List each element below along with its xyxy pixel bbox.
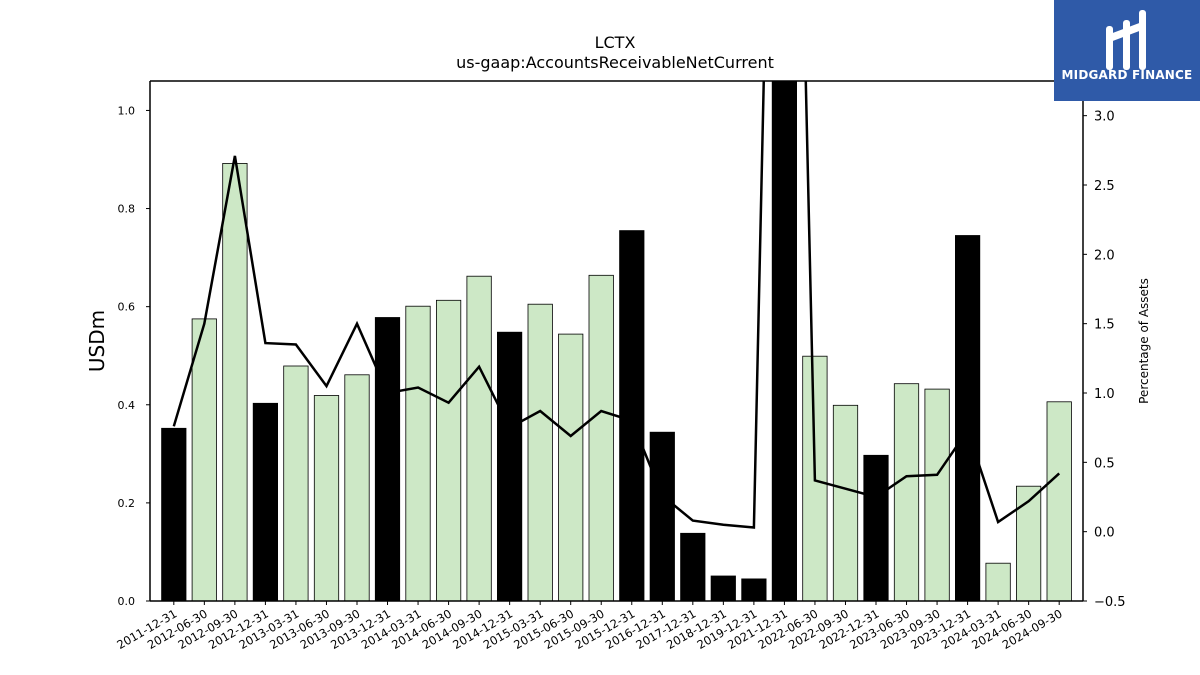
- y-tick-label: 1.0: [118, 104, 136, 117]
- y-tick-label: 0.6: [118, 301, 136, 314]
- bar-2021-12-31: [771, 81, 798, 601]
- percentage-of-assets-line: [172, 81, 1061, 529]
- chart-subtitle: us-gaap:AccountsReceivableNetCurrent: [456, 53, 774, 72]
- y2-tick-label: 2.5: [1094, 179, 1115, 194]
- bar-2019-12-31: [741, 578, 767, 601]
- y-tick-label: 0.8: [118, 203, 136, 216]
- bar-2024-06-30: [1016, 485, 1042, 601]
- bar-2012-12-31: [252, 402, 278, 601]
- bar-2016-12-31: [649, 431, 675, 601]
- bar-2012-06-30: [191, 318, 217, 601]
- y2-tick-label: 2.0: [1094, 248, 1115, 263]
- bar-2023-06-30: [893, 383, 920, 601]
- bar-2013-03-31: [283, 365, 309, 601]
- y2-tick-label: 1.5: [1094, 318, 1115, 333]
- bar-2015-09-30: [588, 274, 614, 601]
- bar-2023-12-31: [955, 235, 981, 601]
- y-tick-label: 0.0: [118, 595, 136, 608]
- y2-tick-label: 0.5: [1094, 456, 1115, 471]
- bar-2018-12-31: [710, 575, 736, 601]
- y2-axis-label: Percentage of Assets: [1137, 278, 1151, 404]
- y2-tick-label: 0.0: [1094, 526, 1115, 541]
- logo-text: MIDGARD FINANCE: [1061, 68, 1193, 82]
- bar-2015-06-30: [558, 333, 584, 601]
- bar-2022-12-31: [863, 454, 889, 601]
- bar-2014-12-31: [496, 331, 523, 601]
- bar-2024-09-30: [1046, 401, 1072, 601]
- bar-2023-09-30: [924, 388, 950, 601]
- bar-2015-12-31: [619, 230, 645, 601]
- y2-tick-label: 1.0: [1094, 387, 1115, 402]
- bar-2014-03-31: [405, 305, 431, 601]
- y2-tick-label: 3.0: [1094, 110, 1115, 125]
- logo-mark-icon: [1106, 10, 1146, 70]
- bar-2022-09-30: [832, 404, 859, 601]
- bar-2024-03-31: [985, 562, 1011, 601]
- bar-2013-06-30: [313, 395, 340, 601]
- bar-2015-03-31: [527, 303, 553, 601]
- y-tick-label: 0.2: [118, 497, 136, 510]
- y2-tick-label: −0.5: [1094, 595, 1126, 610]
- logo: MIDGARD FINANCE: [1054, 0, 1200, 101]
- bar-2012-09-30: [222, 162, 248, 601]
- bar-2013-09-30: [344, 374, 370, 601]
- y-tick-label: 0.4: [118, 399, 136, 412]
- bar-2017-12-31: [680, 532, 706, 601]
- bar-2014-09-30: [466, 275, 492, 601]
- line-group: [172, 81, 1061, 529]
- bar-2013-12-31: [374, 317, 401, 601]
- bar-2011-12-31: [161, 427, 187, 601]
- bars-group: [161, 81, 1072, 601]
- y-axis-label: USDm: [85, 310, 109, 372]
- bar-2014-06-30: [435, 299, 462, 601]
- chart-title: LCTX: [595, 33, 636, 52]
